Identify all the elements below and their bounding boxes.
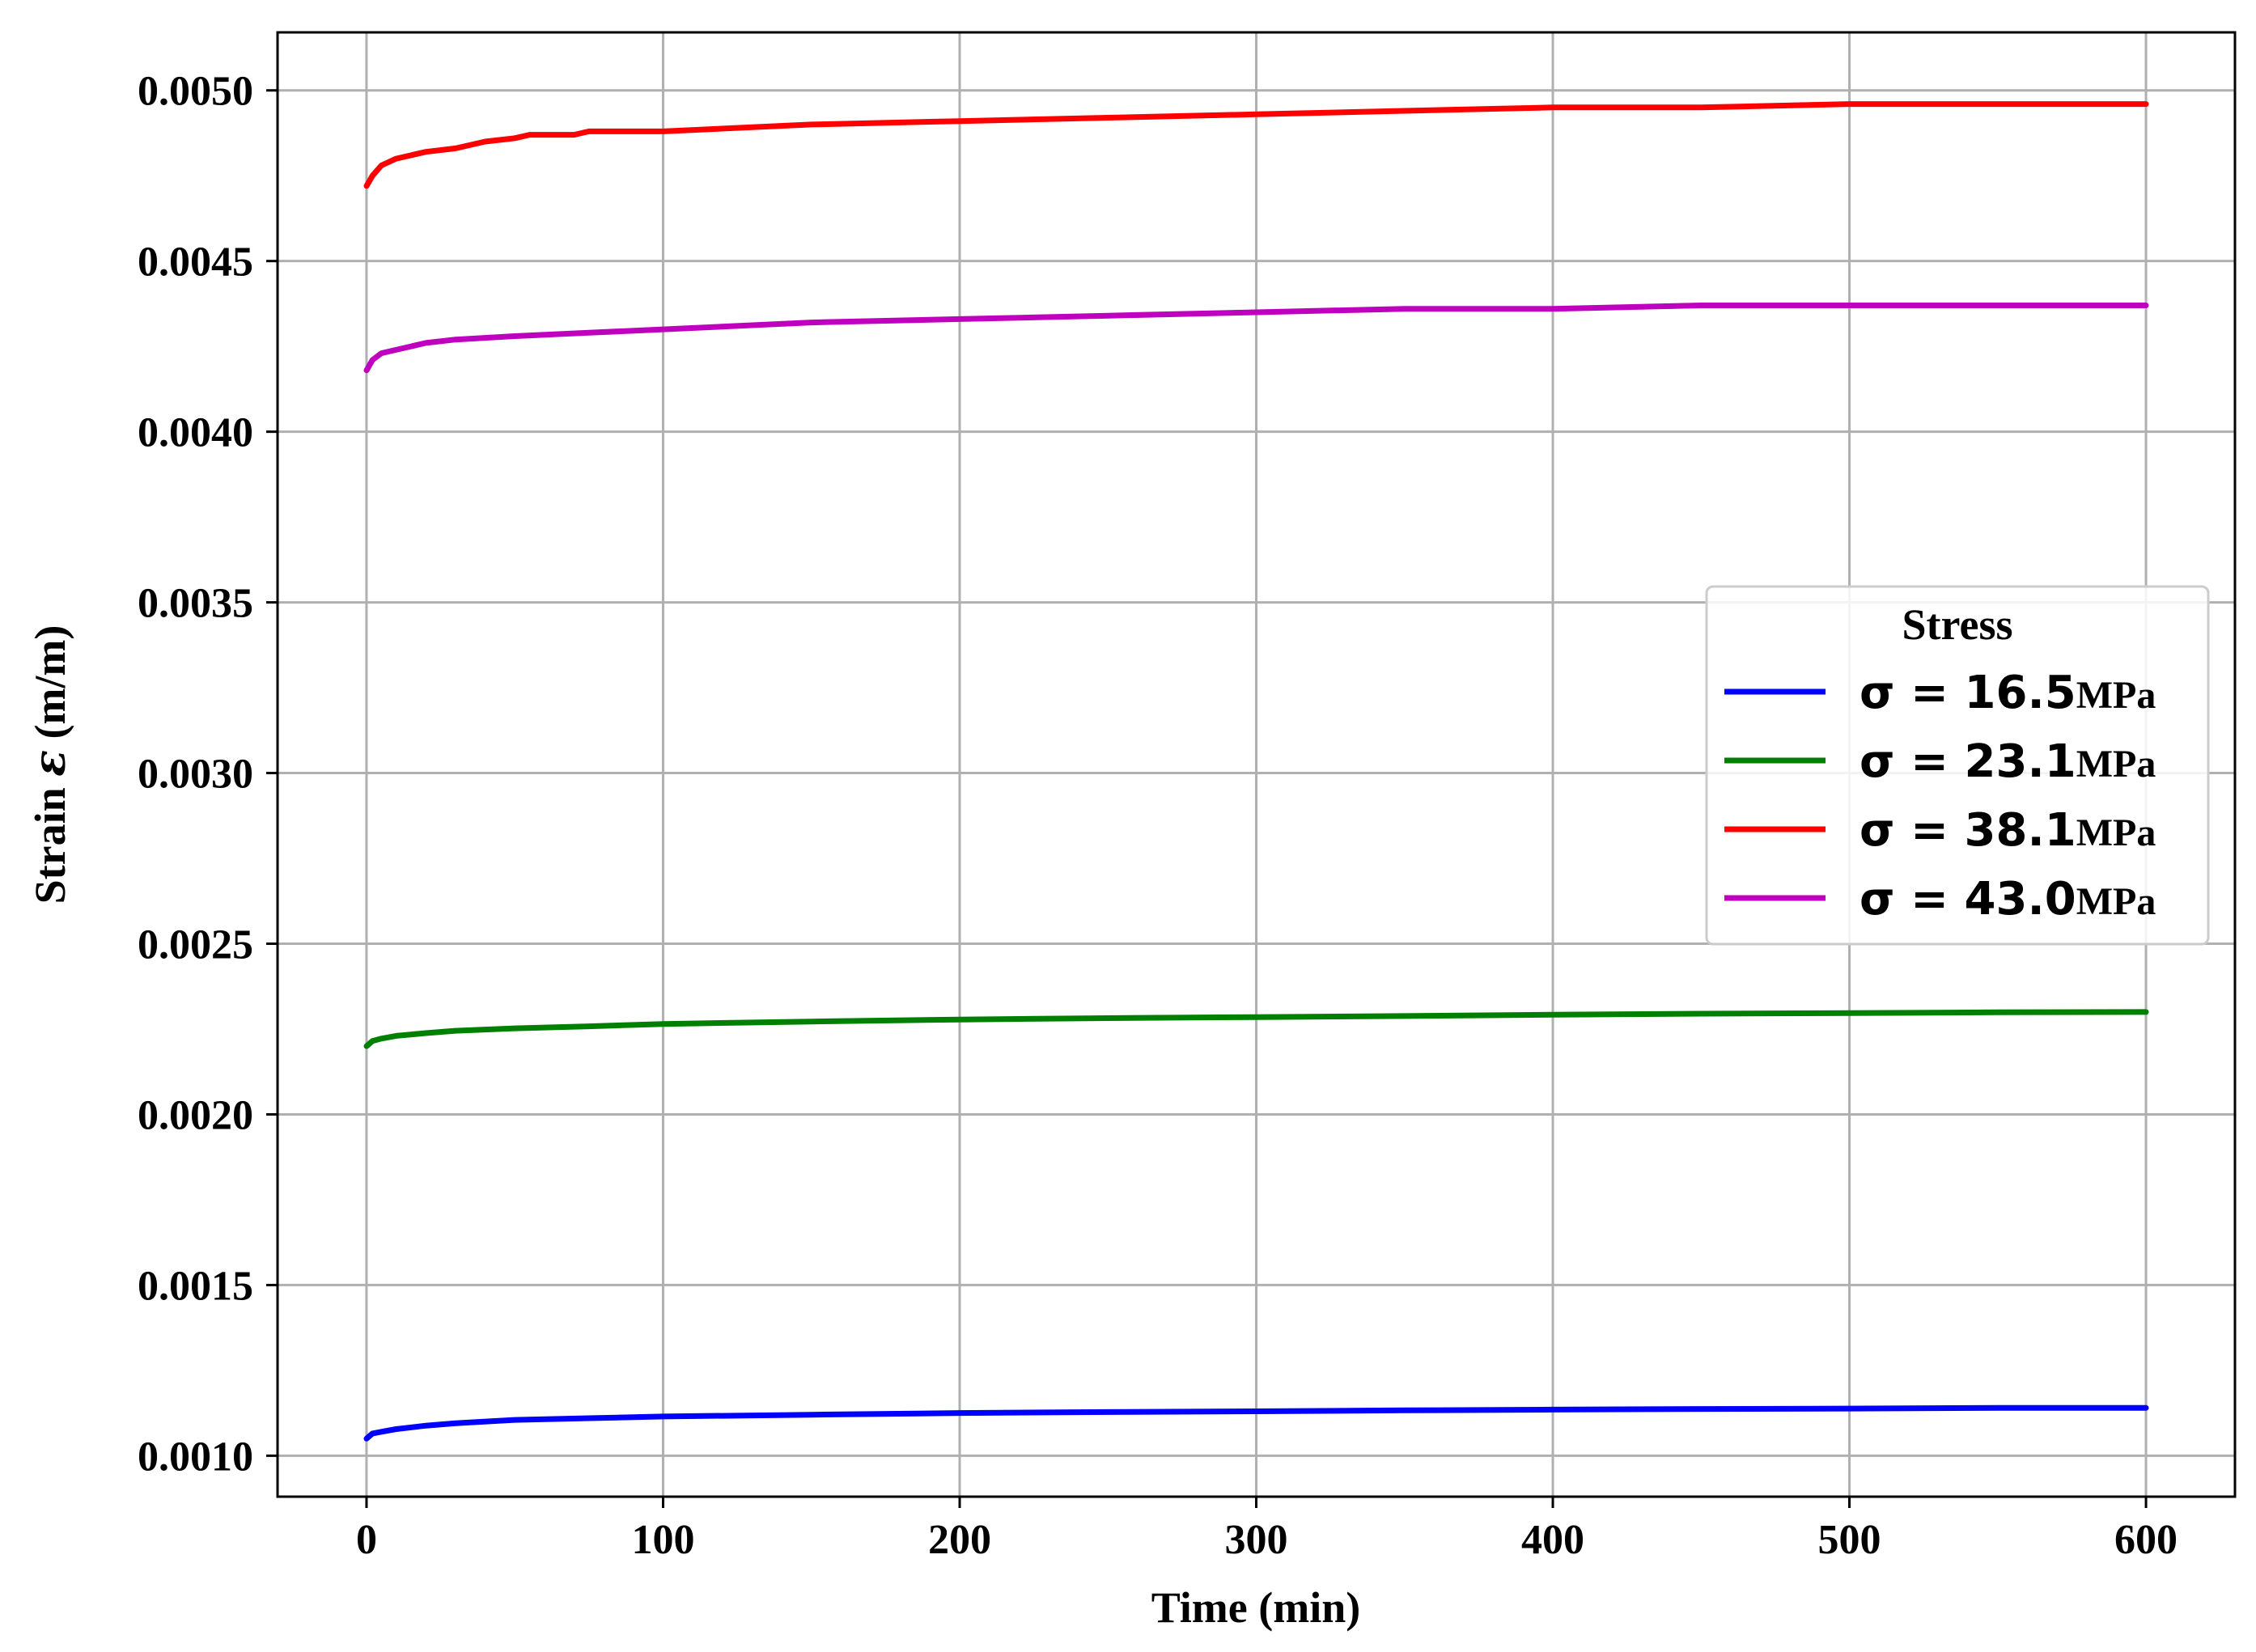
y-axis-title-symbol: ε xyxy=(23,750,75,777)
y-axis-title-prefix: Strain xyxy=(26,777,74,904)
x-tick-label: 400 xyxy=(1521,1517,1584,1563)
y-tick-label: 0.0030 xyxy=(138,752,253,798)
x-tick-label: 500 xyxy=(1818,1517,1881,1563)
y-tick-label: 0.0035 xyxy=(138,581,253,627)
x-tick-label: 0 xyxy=(356,1517,377,1563)
y-axis-title: Strain ε (m/m) xyxy=(23,625,75,904)
y-tick-label: 0.0040 xyxy=(138,410,253,456)
series-line-4 xyxy=(363,303,2149,374)
y-tick-label: 0.0050 xyxy=(138,69,253,115)
series-line-2 xyxy=(363,1009,2149,1049)
y-tick-label: 0.0025 xyxy=(138,922,253,968)
legend-label-unit: MPa xyxy=(2076,674,2156,717)
legend-label-unit: MPa xyxy=(2076,880,2156,923)
legend-label-symbol: σ = 23.1 xyxy=(1860,735,2076,788)
x-axis: 0 100 200 300 400 500 600 xyxy=(356,1497,2178,1563)
legend-label-unit: MPa xyxy=(2076,743,2156,786)
y-axis: 0.0010 0.0015 0.0020 0.0025 0.0030 0.0035 0.00… xyxy=(138,69,278,1480)
legend-box xyxy=(1705,585,2210,946)
legend-label-symbol: σ = 16.5 xyxy=(1860,667,2076,719)
series-layer xyxy=(363,101,2149,1442)
legend-label-2: σ = 23.1MPa xyxy=(1860,735,2156,788)
y-tick-label: 0.0045 xyxy=(138,239,253,286)
legend-label-1: σ = 16.5MPa xyxy=(1860,667,2156,719)
legend-label-symbol: σ = 43.0 xyxy=(1860,873,2076,926)
y-tick-label: 0.0010 xyxy=(138,1434,253,1480)
x-tick-label: 100 xyxy=(631,1517,694,1563)
y-tick-label: 0.0015 xyxy=(138,1263,253,1309)
legend-title: Stress xyxy=(1902,600,2012,649)
y-tick-label: 0.0020 xyxy=(138,1092,253,1138)
series-line-1 xyxy=(363,1404,2149,1442)
legend-label-4: σ = 43.0MPa xyxy=(1860,873,2156,926)
series-line-3 xyxy=(363,101,2149,189)
legend-label-unit: MPa xyxy=(2076,811,2156,854)
x-tick-label: 300 xyxy=(1225,1517,1288,1563)
x-tick-label: 600 xyxy=(2114,1517,2178,1563)
legend-label-symbol: σ = 38.1 xyxy=(1860,804,2076,857)
y-axis-title-suffix: (m/m) xyxy=(26,625,74,750)
x-axis-title: Time (min) xyxy=(1151,1583,1360,1632)
x-tick-label: 200 xyxy=(928,1517,991,1563)
legend-label-3: σ = 38.1MPa xyxy=(1860,804,2156,857)
